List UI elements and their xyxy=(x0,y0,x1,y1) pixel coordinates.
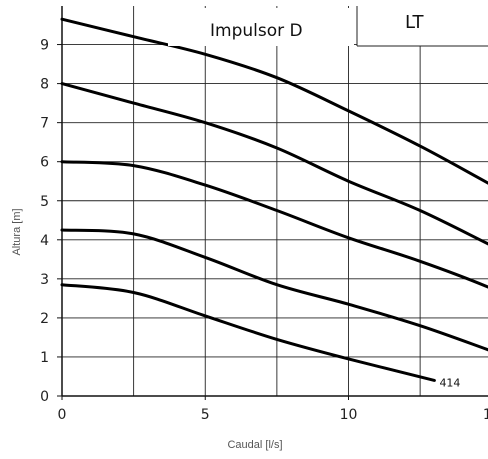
x-tick-label: 0 xyxy=(58,407,67,423)
chart-title: Impulsor D xyxy=(210,21,303,41)
curve-412 xyxy=(60,160,488,289)
y-tick-label: 5 xyxy=(40,194,49,210)
model-box xyxy=(357,6,488,46)
model-label: LT xyxy=(405,12,425,33)
y-tick-label: 3 xyxy=(40,272,49,288)
axes: 05101520250123456789 xyxy=(40,6,488,423)
y-tick-label: 4 xyxy=(40,233,49,249)
curve-413 xyxy=(60,228,488,352)
x-tick-label: 15 xyxy=(483,407,488,423)
y-tick-label: 7 xyxy=(40,116,49,132)
x-tick-label: 5 xyxy=(201,407,210,423)
x-tick-label: 10 xyxy=(340,407,358,423)
curve-label-414: 414 xyxy=(439,376,460,389)
y-tick-label: 8 xyxy=(40,77,49,93)
y-tick-label: 9 xyxy=(40,38,49,54)
y-tick-label: 0 xyxy=(40,389,49,405)
y-tick-label: 6 xyxy=(40,155,49,171)
x-axis-title: Caudal [l/s] xyxy=(227,439,282,451)
curve-414 xyxy=(60,283,436,382)
y-tick-label: 1 xyxy=(40,350,49,366)
series xyxy=(60,17,488,382)
y-axis-title: Altura [m] xyxy=(11,208,23,255)
y-tick-label: 2 xyxy=(40,311,49,327)
curve-410 xyxy=(60,17,488,185)
curve-labels: 410411412413414 xyxy=(439,376,460,389)
curve-411 xyxy=(60,82,488,246)
title-box xyxy=(168,8,354,46)
